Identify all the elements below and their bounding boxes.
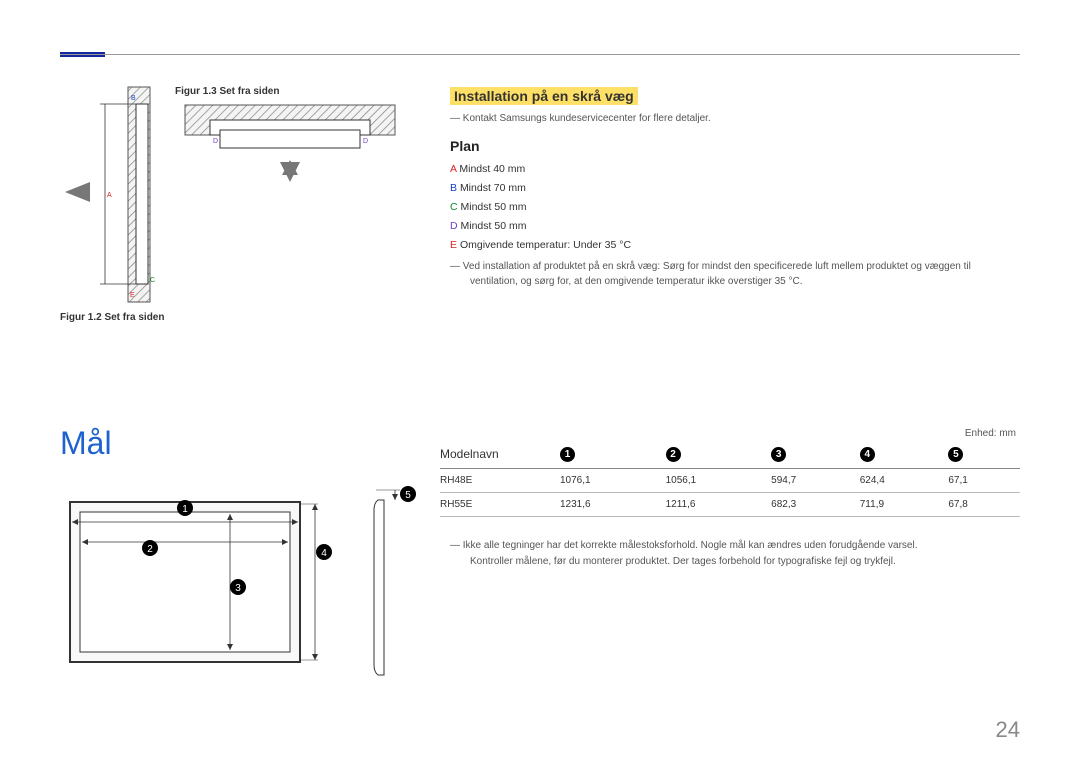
note-drawings-scale-line2: Kontroller målene, før du monterer produ… [470,556,896,567]
note-drawings-scale: Ikke alle tegninger har det korrekte mål… [450,539,1020,554]
figure-1-3-caption: Figur 1.3 Set fra siden [175,86,279,97]
svg-text:4: 4 [321,548,327,559]
plan-list: A Mindst 40 mm B Mindst 70 mm C Mindst 5… [450,160,631,254]
figure-1-2-side-view: B A C E [60,82,160,307]
dim-label-B: B [131,95,136,102]
figure-side-dimensions: 5 [370,485,425,690]
table-header-model: Modelnavn [440,440,560,469]
dim-label-D-left: D [213,138,218,145]
svg-text:3: 3 [235,583,241,594]
plan-title: Plan [450,138,480,154]
table-row: RH55E 1231,6 1211,6 682,3 711,9 67,8 [440,493,1020,517]
table-row: RH48E 1076,1 1056,1 594,7 624,4 67,1 [440,469,1020,493]
dim-marker-1: 1 [177,500,193,516]
dim-label-D-right: D [363,138,368,145]
note-contact-service: Kontakt Samsungs kundeservicecenter for … [450,112,1010,127]
dim-marker-2: 2 [142,540,158,556]
figure-1-3-top-view: D D [175,100,405,195]
header-line [60,54,1020,55]
svg-text:1: 1 [182,504,188,515]
dim-label-C: C [150,277,155,284]
svg-text:2: 2 [147,544,153,555]
dimensions-table: Modelnavn 1 2 3 4 5 RH48E 1076,1 1056,1 … [440,440,1020,517]
figure-front-dimensions: 1 2 3 4 [60,492,340,692]
svg-text:5: 5 [405,490,411,501]
dim-label-A: A [107,192,112,199]
section-heading: Installation på en skrå væg [450,87,638,105]
dim-marker-3: 3 [230,579,246,595]
table-header-c5: 5 [948,447,963,462]
dim-marker-4: 4 [316,544,332,560]
dim-marker-5: 5 [400,486,416,502]
unit-label: Enhed: mm [965,428,1016,439]
table-header-c2: 2 [666,447,681,462]
figure-1-2-caption: Figur 1.2 Set fra siden [60,312,164,323]
note-install-skew: Ved installation af produktet på en skrå… [450,260,1015,275]
table-header-c1: 1 [560,447,575,462]
table-header-c4: 4 [860,447,875,462]
mal-title: Mål [60,425,112,462]
dim-label-E: E [130,292,135,299]
page-number: 24 [996,717,1020,743]
note-install-skew-line2: ventilation, og sørg for, at den omgiven… [470,276,803,287]
table-header-c3: 3 [771,447,786,462]
